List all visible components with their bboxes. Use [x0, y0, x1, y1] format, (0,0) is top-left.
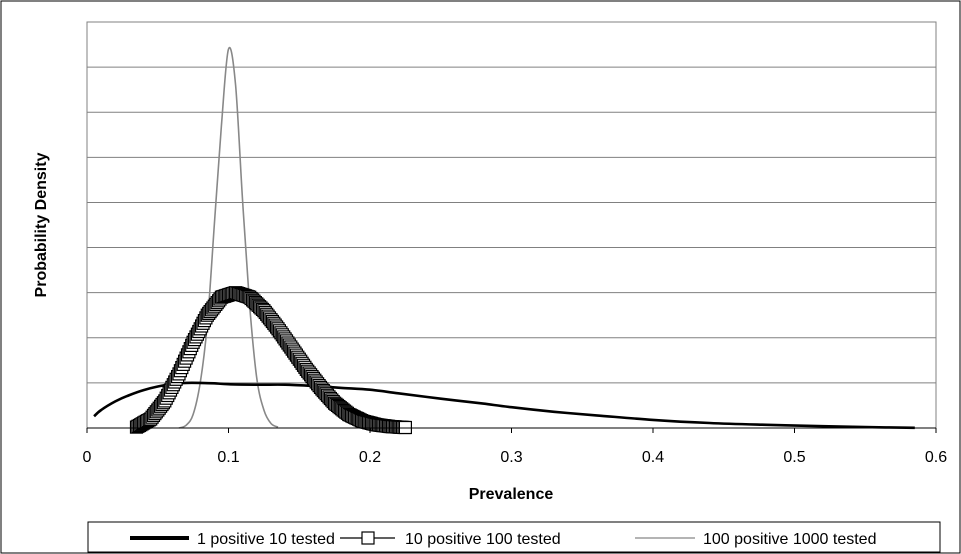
legend-marker-2 — [361, 531, 375, 545]
y-axis-label: Probability Density — [33, 152, 50, 297]
x-tick-label-0: 0 — [83, 449, 92, 466]
x-tick-label-1: 0.1 — [217, 449, 239, 466]
x-tick-label-2: 0.2 — [359, 449, 381, 466]
series-10-positive-100-tested — [129, 286, 412, 435]
legend-label-2: 10 positive 100 tested — [405, 531, 561, 548]
legend-entry-3: 100 positive 1000 tested — [635, 531, 876, 548]
legend-entry-1: 1 positive 10 tested — [130, 531, 335, 548]
x-axis-label: Prevalence — [469, 486, 554, 503]
x-axis-ticks: 0 0.1 0.2 0.3 0.4 0.5 0.6 — [83, 428, 947, 466]
series-layer — [93, 46, 915, 435]
plot-area-border — [86, 21, 937, 429]
legend-entry-2: 10 positive 100 tested — [340, 531, 561, 548]
x-tick-label-5: 0.5 — [783, 449, 805, 466]
legend-box — [87, 521, 941, 553]
x-tick-label-3: 0.3 — [500, 449, 522, 466]
x-tick-label-4: 0.4 — [642, 449, 664, 466]
gridlines — [87, 66, 936, 384]
legend: 1 positive 10 tested 10 positive 100 tes… — [87, 521, 941, 553]
legend-label-1: 1 positive 10 tested — [197, 531, 335, 548]
legend-label-3: 100 positive 1000 tested — [703, 531, 876, 548]
x-tick-label-6: 0.6 — [925, 449, 947, 466]
series-100-positive-1000-tested — [178, 46, 279, 429]
plot-area — [86, 21, 937, 435]
